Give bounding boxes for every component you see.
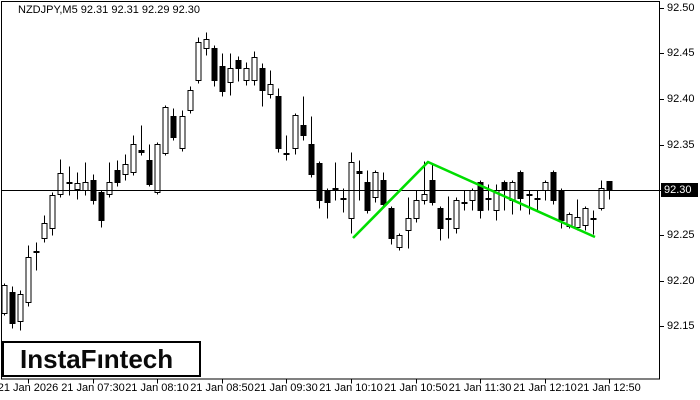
- candle-08:45: [211, 48, 218, 81]
- candle-08:50: [219, 66, 226, 92]
- candle-12:20: [558, 190, 565, 221]
- candle-12:00: [526, 194, 533, 196]
- candle-10:40: [396, 235, 403, 248]
- candle-10:25: [372, 172, 379, 198]
- candle-08:00: [138, 150, 145, 153]
- candle-09:10: [251, 57, 258, 81]
- candle-12:45: [598, 188, 605, 209]
- candle-10:15: [356, 171, 363, 174]
- candle-10:55: [421, 194, 428, 201]
- time-axis-label: 21 Jan 08:10: [125, 382, 189, 394]
- candle-09:50: [316, 163, 323, 201]
- candle-08:35: [195, 42, 202, 81]
- candle-12:35: [582, 208, 589, 226]
- candle-10:20: [364, 182, 371, 211]
- time-axis-label: 21 Jan 12:50: [577, 382, 641, 394]
- time-axis-label: 21 Jan 10:10: [319, 382, 383, 394]
- candle-10:30: [380, 180, 387, 205]
- candle-07:15: [66, 182, 73, 184]
- time-axis-label: 21 Jan 10:50: [384, 382, 448, 394]
- candle-12:30: [574, 217, 581, 228]
- candle-08:20: [170, 116, 177, 138]
- candle-08:40: [203, 39, 210, 49]
- candle-07:05: [49, 195, 56, 229]
- candle-12:50: [606, 181, 613, 191]
- candle-07:40: [106, 182, 113, 195]
- candle-07:25: [82, 182, 89, 191]
- candle-12:05: [534, 198, 541, 200]
- candle-10:05: [340, 198, 347, 200]
- candle-06:45: [17, 294, 24, 322]
- candle-09:55: [324, 190, 331, 203]
- candle-08:10: [154, 144, 161, 193]
- price-axis-label: 92.15: [667, 320, 695, 332]
- candle-10:45: [405, 218, 412, 231]
- candle-07:45: [114, 170, 121, 183]
- broker-logo-text: InstaFıntech: [20, 343, 174, 374]
- candle-11:15: [453, 200, 460, 229]
- price-axis-label: 92.20: [667, 275, 695, 287]
- time-axis-label: 21 Jan 09:30: [254, 382, 318, 394]
- candle-07:10: [57, 173, 64, 195]
- candle-11:45: [501, 182, 508, 191]
- candle-12:15: [550, 172, 557, 201]
- price-axis-label: 92.35: [667, 139, 695, 151]
- time-axis-label: 21 Jan 08:50: [190, 382, 254, 394]
- candle-11:00: [429, 180, 436, 203]
- candle-09:20: [267, 84, 274, 95]
- current-price-tag: 92.30: [661, 183, 698, 197]
- candle-08:30: [187, 90, 194, 111]
- candle-09:25: [275, 96, 282, 149]
- candle-08:15: [162, 107, 169, 154]
- candle-07:00: [41, 223, 48, 239]
- candle-12:40: [590, 218, 597, 220]
- time-axis-label: 21 Jan 2026: [0, 382, 59, 394]
- candle-06:50: [25, 257, 32, 303]
- candle-09:15: [259, 68, 266, 91]
- time-axis-label: 21 Jan 07:30: [61, 382, 125, 394]
- candle-08:25: [179, 116, 186, 149]
- candle-09:35: [292, 115, 299, 149]
- candle-11:20: [461, 202, 468, 204]
- chart-title: NZDJPY,M5 92.31 92.31 92.29 92.30: [18, 4, 201, 16]
- candle-06:55: [33, 251, 40, 253]
- candle-09:40: [300, 125, 307, 136]
- time-axis-label: 21 Jan 12:10: [513, 382, 577, 394]
- candle-09:30: [283, 153, 290, 155]
- price-axis-label: 92.25: [667, 229, 695, 241]
- candle-07:20: [74, 183, 81, 190]
- price-axis-label: 92.50: [667, 2, 695, 14]
- candle-11:35: [485, 198, 492, 200]
- broker-logo: InstaFıntech: [2, 341, 201, 377]
- candle-10:50: [413, 200, 420, 219]
- candle-09:45: [308, 144, 315, 175]
- candle-08:05: [146, 160, 153, 185]
- candle-08:55: [227, 68, 234, 83]
- candle-12:10: [542, 182, 549, 191]
- candle-07:50: [122, 164, 129, 175]
- candle-11:55: [517, 172, 524, 199]
- candle-11:05: [437, 208, 444, 229]
- candle-07:35: [98, 192, 105, 221]
- candle-06:35: [1, 285, 8, 314]
- price-axis-label: 92.45: [667, 47, 695, 59]
- trend-line[interactable]: [352, 160, 596, 239]
- candle-07:55: [130, 144, 137, 173]
- time-axis-label: 21 Jan 11:30: [448, 382, 512, 394]
- candle-09:00: [235, 60, 242, 69]
- candle-10:35: [388, 208, 395, 239]
- candle-06:40: [9, 292, 16, 324]
- candle-11:10: [445, 218, 452, 220]
- price-axis-label: 92.40: [667, 93, 695, 105]
- candle-11:30: [477, 182, 484, 211]
- candle-11:25: [469, 190, 476, 201]
- candle-09:05: [243, 68, 250, 81]
